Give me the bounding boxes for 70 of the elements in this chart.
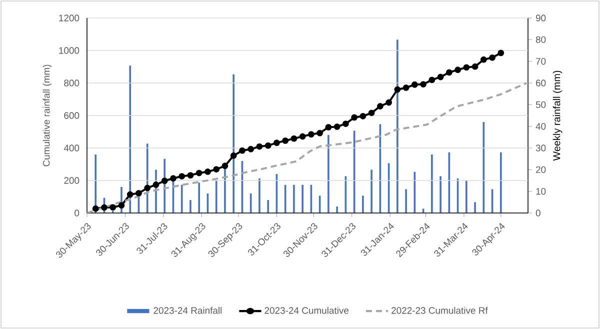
y-tick-label: 0	[74, 210, 80, 216]
legend-label: 2023-24 Cumulative	[264, 306, 349, 314]
y2-tick-label: 0	[536, 210, 540, 216]
point	[92, 205, 99, 212]
point	[256, 143, 263, 150]
point	[472, 63, 478, 70]
point	[282, 137, 289, 144]
point	[463, 64, 470, 71]
point	[248, 146, 254, 152]
point	[274, 140, 280, 146]
point	[351, 114, 358, 121]
point	[230, 152, 237, 159]
point	[144, 184, 151, 192]
point	[239, 147, 246, 154]
point	[411, 81, 418, 88]
point	[308, 131, 314, 138]
point	[152, 182, 160, 188]
y2-tick-label: 70	[536, 58, 546, 65]
point	[376, 103, 384, 110]
y-axis-title: Cumulative rainfall (mm)	[42, 64, 52, 166]
legend-label: 2022-23 Cumulative Rf	[392, 306, 488, 314]
y2-tick-label: 10	[536, 188, 546, 195]
point	[101, 204, 108, 211]
point	[299, 133, 306, 140]
point	[394, 86, 401, 93]
y-tick-label: 1000	[59, 47, 80, 54]
point	[178, 173, 186, 180]
point	[290, 135, 298, 142]
y-tick-label: 200	[64, 177, 80, 184]
y-tick-label: 600	[64, 112, 80, 119]
point	[420, 81, 426, 88]
point	[170, 175, 176, 182]
point	[187, 172, 194, 178]
point	[437, 74, 444, 80]
y-tick-label: 400	[64, 144, 80, 152]
point	[402, 84, 410, 91]
y-tick-label: 1200	[59, 14, 80, 22]
point	[454, 66, 461, 74]
y-tick-label: 800	[64, 80, 80, 86]
y2-tick-label: 50	[536, 101, 546, 108]
point	[428, 76, 436, 84]
point	[222, 162, 228, 170]
y2-axis-title: Weekly rainfall (mm)	[552, 70, 562, 161]
point	[386, 99, 392, 106]
point	[342, 120, 349, 127]
y2-tick-label: 60	[536, 80, 546, 86]
y2-tick-label: 80	[536, 36, 546, 44]
point	[126, 191, 134, 198]
point	[161, 178, 168, 184]
point	[196, 170, 202, 176]
point	[264, 142, 272, 149]
point	[213, 166, 220, 172]
y2-tick-label: 40	[536, 122, 546, 130]
point	[489, 54, 496, 61]
y2-tick-label: 30	[536, 144, 546, 152]
point	[480, 56, 487, 63]
point	[368, 110, 375, 116]
legend-label: 2023-24 Rainfall	[154, 306, 222, 314]
point	[136, 190, 142, 196]
point	[325, 124, 332, 130]
y2-tick-label: 20	[536, 166, 546, 174]
point	[498, 50, 504, 56]
point	[360, 112, 366, 120]
y2-tick-label: 90	[536, 14, 546, 22]
point	[446, 69, 452, 76]
point	[118, 202, 125, 209]
point	[110, 204, 116, 211]
point	[334, 124, 340, 130]
point	[204, 168, 211, 175]
point	[316, 130, 324, 136]
